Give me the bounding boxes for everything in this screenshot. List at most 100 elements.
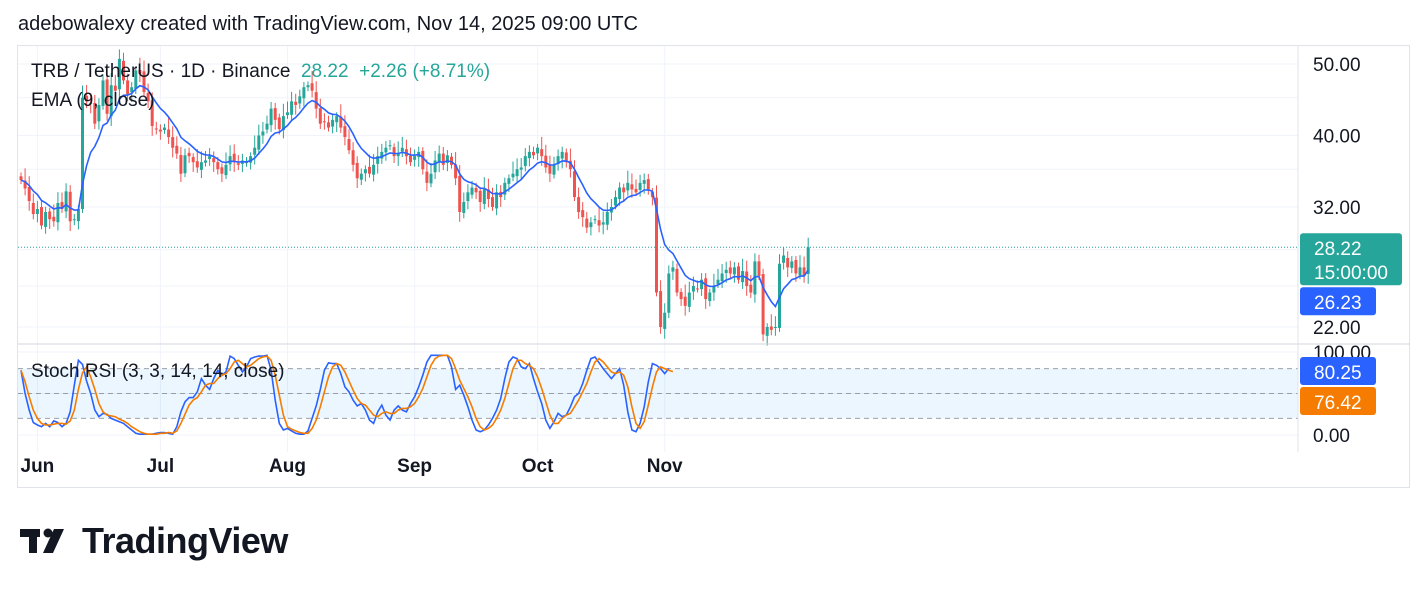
candle-body	[179, 155, 183, 174]
candle-body	[622, 187, 626, 193]
candle-body	[597, 220, 601, 226]
candle	[679, 288, 683, 306]
candle-body	[552, 164, 556, 175]
candle	[191, 153, 195, 172]
price-tick-label: 32.00	[1313, 198, 1361, 219]
candle	[622, 183, 626, 203]
candle	[589, 217, 593, 236]
candle	[577, 187, 581, 219]
candle-body	[491, 197, 494, 207]
candle	[732, 262, 736, 283]
candle	[421, 147, 425, 175]
candle	[199, 151, 203, 179]
candle-body	[646, 179, 650, 190]
candle-body	[339, 116, 343, 128]
candle-body	[568, 160, 572, 170]
candle	[89, 93, 93, 114]
candle	[142, 60, 146, 96]
candle-body	[236, 163, 240, 165]
candle-body	[372, 164, 376, 175]
time-tick-label: Jun	[21, 456, 55, 477]
candle	[581, 202, 585, 227]
candle	[310, 71, 314, 98]
candle-body	[265, 123, 269, 130]
candle-body	[450, 156, 453, 165]
tradingview-logo[interactable]: TradingView	[20, 520, 288, 562]
candle-body	[655, 197, 658, 293]
candle-body	[273, 108, 277, 120]
candle-body	[220, 167, 224, 174]
candle	[753, 253, 757, 303]
candle-body	[560, 151, 564, 159]
candle	[601, 211, 605, 235]
candle	[109, 72, 113, 126]
candle-body	[199, 162, 203, 170]
candle-body	[478, 190, 482, 203]
candle-body	[281, 116, 285, 131]
candle	[277, 113, 281, 135]
candle-body	[794, 259, 798, 274]
symbol-title[interactable]: TRB / TetherUS · 1D · Binance	[31, 61, 291, 82]
candle	[786, 251, 790, 278]
candle-body	[327, 122, 330, 128]
stoch-band-lines	[18, 368, 1298, 419]
candle	[117, 49, 121, 98]
time-tick-label: Sep	[397, 456, 432, 477]
candle	[523, 148, 527, 172]
candle	[195, 148, 199, 173]
candle	[532, 146, 535, 160]
candle-body	[384, 147, 388, 153]
candle	[503, 177, 507, 201]
candle	[573, 160, 576, 201]
candle	[359, 168, 363, 186]
chart-frame	[17, 45, 1410, 488]
candle-body	[314, 92, 318, 109]
candle-body	[474, 188, 478, 193]
candle	[761, 268, 765, 342]
candle	[105, 75, 109, 121]
candle-body	[167, 129, 171, 138]
candle	[400, 136, 404, 158]
candle-body	[429, 173, 433, 184]
candle-body	[363, 169, 367, 174]
ema-value-tag: 26.23	[1300, 287, 1376, 316]
candle-body	[527, 151, 531, 159]
candle-body	[540, 149, 544, 157]
candle	[347, 129, 351, 155]
candle-body	[573, 171, 576, 198]
candle	[35, 200, 39, 223]
stoch-rsi-legend[interactable]: Stoch RSI (3, 3, 14, 14, close)	[31, 361, 285, 382]
candle-body	[634, 188, 638, 193]
candle-body	[482, 189, 486, 204]
candle-body	[56, 202, 60, 223]
candle	[290, 91, 294, 122]
candle-body	[130, 87, 134, 93]
candle-body	[146, 93, 150, 102]
stoch-d-line	[20, 354, 674, 435]
candle-body	[154, 128, 158, 130]
candle-body	[105, 79, 109, 114]
candle	[167, 117, 171, 144]
candle	[417, 146, 421, 167]
candle-body	[318, 108, 322, 124]
candle-body	[503, 182, 507, 195]
candle	[425, 159, 429, 192]
candle-body	[290, 101, 294, 115]
candle-body	[507, 178, 511, 184]
candle-body	[76, 208, 80, 222]
candle-body	[593, 219, 597, 221]
candle	[81, 85, 84, 213]
candle-body	[523, 156, 527, 167]
candle	[318, 98, 322, 130]
price-change: +2.26 (+8.71%)	[359, 61, 491, 82]
candle	[659, 280, 663, 334]
candle	[232, 144, 236, 172]
candle	[220, 163, 224, 182]
candle	[712, 273, 716, 301]
stoch-d-tag-bg	[1300, 387, 1376, 415]
ema-legend[interactable]: EMA (9, close)	[31, 90, 155, 111]
candle	[560, 146, 564, 169]
candle	[298, 89, 302, 109]
candle-body	[544, 155, 548, 168]
